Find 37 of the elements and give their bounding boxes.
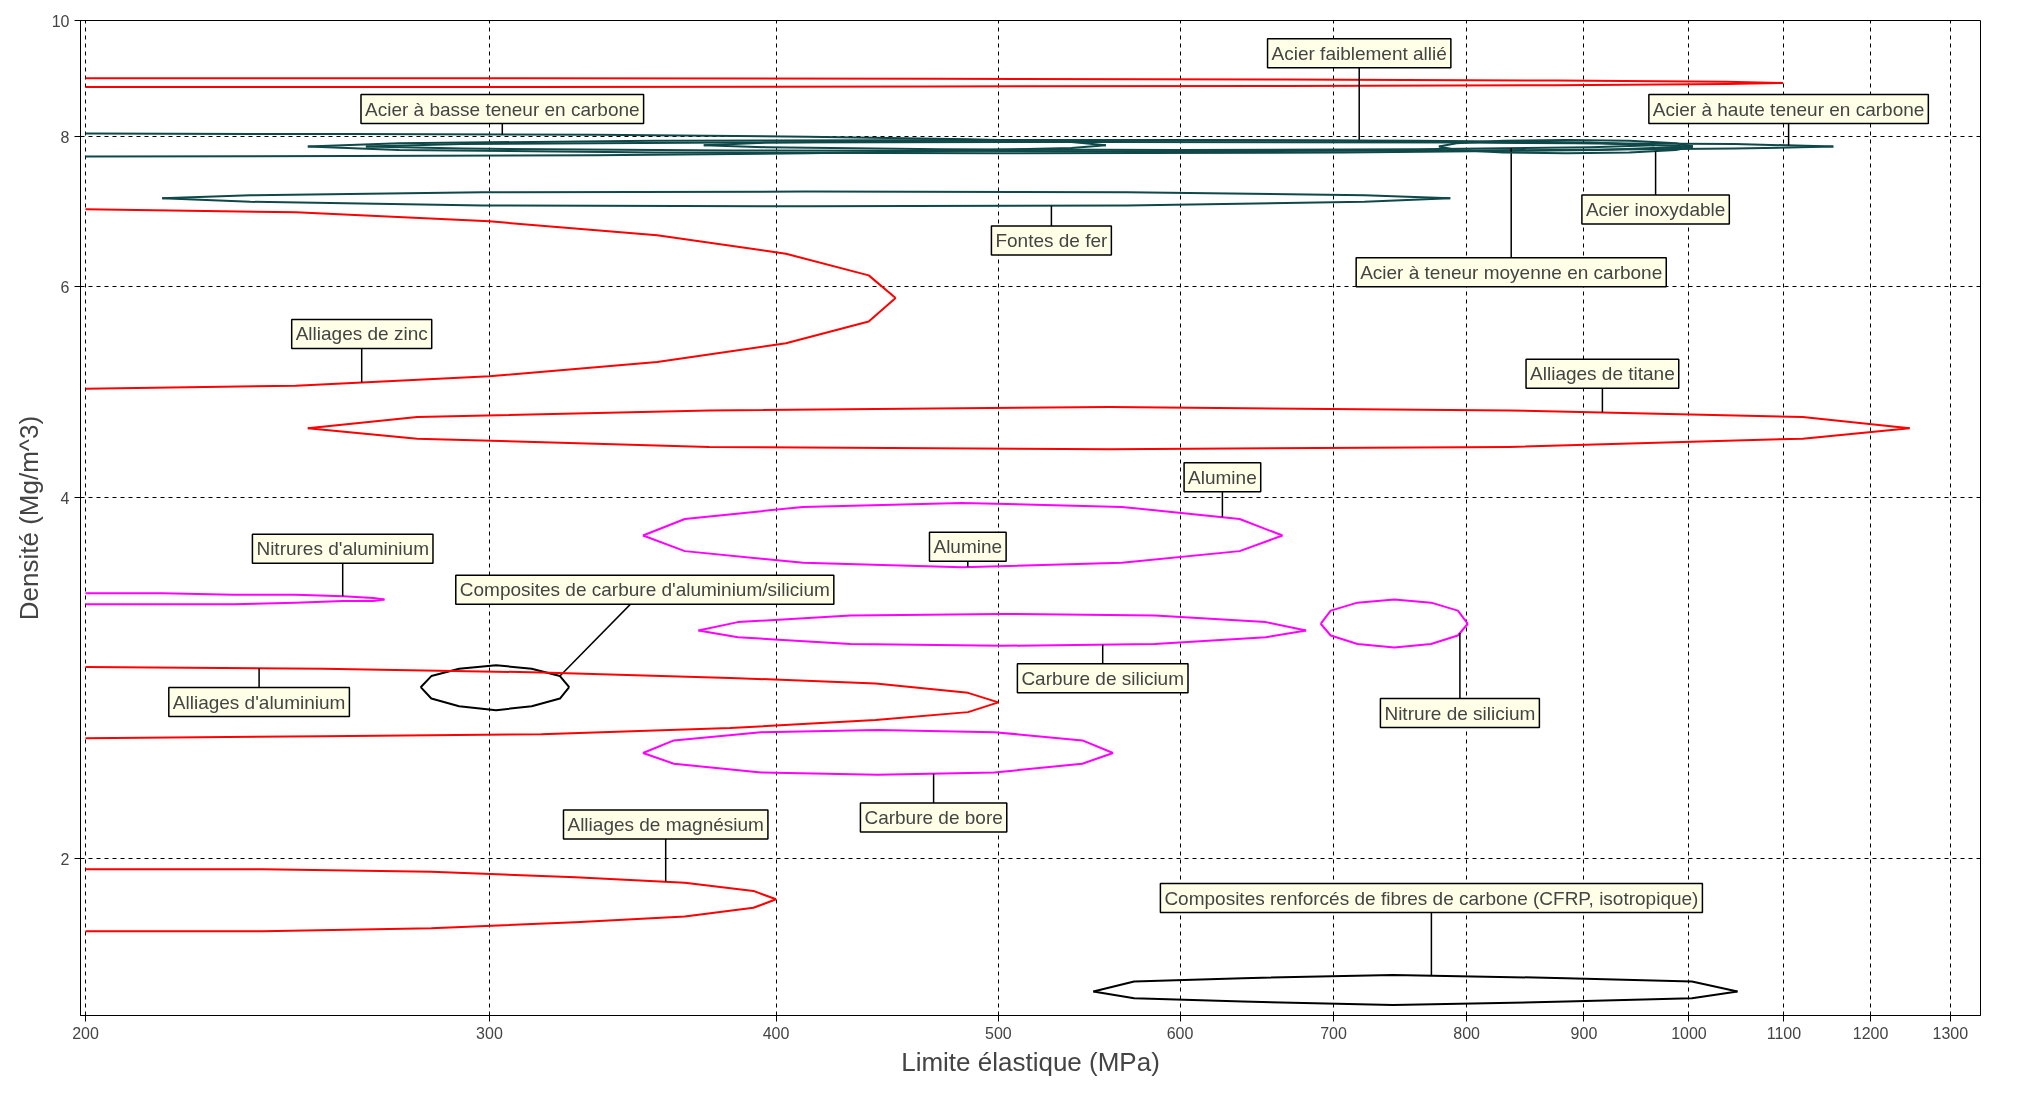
x-tick-label: 700 xyxy=(1320,1024,1348,1042)
series-label: Fontes de fer xyxy=(995,229,1109,251)
series-label: Alliages de titane xyxy=(1530,363,1675,385)
x-tick-label: 1300 xyxy=(1932,1024,1969,1042)
x-tick-label: 200 xyxy=(72,1024,99,1042)
series-label: Acier à basse teneur en carbone xyxy=(364,98,640,120)
series-label: Alumine xyxy=(933,536,1003,558)
text: Composites renforcés de fibres de carbone (CFRP, isotropique) xyxy=(1164,887,1699,909)
text: Composites de carbure d'aluminium/silicium xyxy=(459,579,830,601)
series-label: Carbure de silicium xyxy=(1021,667,1185,689)
x-tick-label: 1200 xyxy=(1852,1024,1889,1042)
x-tick-label: 1000 xyxy=(1671,1024,1707,1042)
series-label: Alumine xyxy=(1188,466,1257,488)
y-tick-label: 6 xyxy=(60,278,70,296)
series-label: Alliages d'aluminium xyxy=(172,691,346,713)
text: Alliages de magnésium xyxy=(567,813,764,835)
series-label: Alliages de zinc xyxy=(295,323,428,345)
x-axis-title: Limite élastique (MPa) xyxy=(901,1046,1160,1077)
x-tick-label: 300 xyxy=(476,1024,503,1042)
y-axis-title: Densité (Mg/m^3) xyxy=(13,415,44,621)
series-label: Acier à haute teneur en carbone xyxy=(1652,98,1925,120)
x-tick-label: 900 xyxy=(1570,1024,1598,1042)
series-label: Nitrures d'aluminium xyxy=(256,538,429,560)
text: Nitrure de silicium xyxy=(1384,702,1536,724)
text: Acier à teneur moyenne en carbone xyxy=(1360,261,1663,283)
x-tick-label: 600 xyxy=(1166,1024,1194,1042)
series-label: Carbure de bore xyxy=(864,806,1003,828)
y-tick-label: 4 xyxy=(60,489,70,507)
x-tick-label: 500 xyxy=(985,1024,1012,1042)
y-tick-label: 8 xyxy=(60,128,70,146)
text: Acier faiblement allié xyxy=(1271,42,1447,64)
text: Acier inoxydable xyxy=(1585,199,1726,221)
x-tick-label: 400 xyxy=(762,1024,790,1042)
y-tick-label: 2 xyxy=(60,850,70,868)
x-tick-label: 1100 xyxy=(1766,1024,1802,1042)
y-tick-label: 10 xyxy=(51,12,70,30)
x-tick-label: 800 xyxy=(1453,1024,1481,1042)
